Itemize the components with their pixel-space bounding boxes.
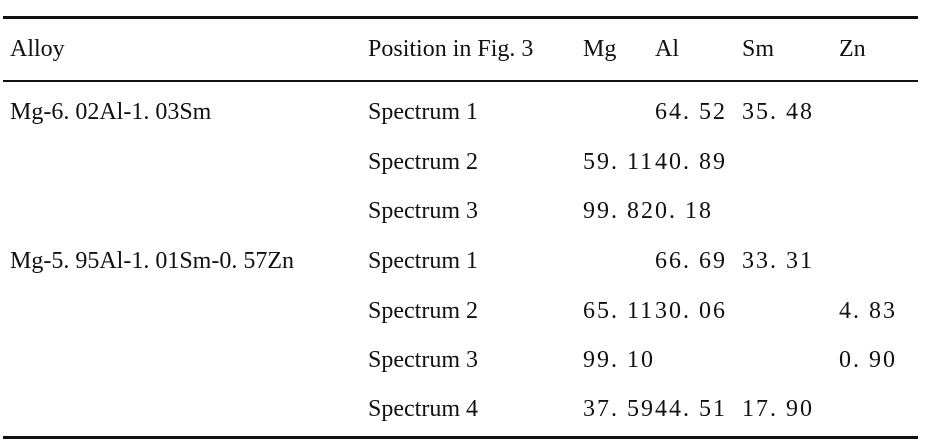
header-position: Position in Fig. 3 (368, 36, 534, 62)
table-header-rule (3, 80, 918, 82)
cell-al: 0. 18 (655, 198, 713, 224)
table-row: Spectrum 3 99. 82 0. 18 (0, 186, 933, 236)
table-row: Spectrum 4 37. 59 44. 51 17. 90 (0, 384, 933, 434)
cell-sm: 17. 90 (742, 396, 814, 422)
cell-position: Spectrum 2 (368, 298, 478, 324)
table-row: Mg-6. 02Al-1. 03Sm Spectrum 1 64. 52 35.… (0, 87, 933, 137)
header-alloy: Alloy (10, 36, 65, 62)
table-row: Spectrum 2 59. 11 40. 89 (0, 137, 933, 187)
cell-al: 30. 06 (655, 298, 727, 324)
cell-al: 66. 69 (655, 248, 727, 274)
cell-sm: 33. 31 (742, 248, 814, 274)
cell-position: Spectrum 2 (368, 149, 478, 175)
cell-mg: 99. 82 (583, 198, 655, 224)
cell-position: Spectrum 4 (368, 396, 478, 422)
cell-zn: 0. 90 (839, 347, 897, 373)
cell-position: Spectrum 3 (368, 198, 478, 224)
cell-sm: 35. 48 (742, 99, 814, 125)
table-row: Mg-5. 95Al-1. 01Sm-0. 57Zn Spectrum 1 66… (0, 236, 933, 286)
header-sm: Sm (742, 36, 775, 62)
cell-zn: 4. 83 (839, 298, 897, 324)
cell-alloy: Mg-5. 95Al-1. 01Sm-0. 57Zn (10, 248, 294, 274)
header-mg: Mg (583, 36, 617, 62)
cell-mg: 99. 10 (583, 347, 655, 373)
cell-mg: 37. 59 (583, 396, 655, 422)
table-row: Spectrum 2 65. 11 30. 06 4. 83 (0, 286, 933, 336)
cell-al: 64. 52 (655, 99, 727, 125)
cell-position: Spectrum 1 (368, 99, 478, 125)
table-header-row: Alloy Position in Fig. 3 Mg Al Sm Zn (0, 24, 933, 74)
cell-position: Spectrum 1 (368, 248, 478, 274)
header-al: Al (655, 36, 679, 62)
cell-alloy: Mg-6. 02Al-1. 03Sm (10, 99, 212, 125)
cell-al: 40. 89 (655, 149, 727, 175)
cell-mg: 59. 11 (583, 149, 655, 175)
cell-position: Spectrum 3 (368, 347, 478, 373)
cell-al: 44. 51 (655, 396, 727, 422)
table-bottom-rule (3, 436, 918, 439)
cell-mg: 65. 11 (583, 298, 655, 324)
table-row: Spectrum 3 99. 10 0. 90 (0, 335, 933, 385)
header-zn: Zn (839, 36, 866, 62)
table-top-rule (3, 16, 918, 19)
